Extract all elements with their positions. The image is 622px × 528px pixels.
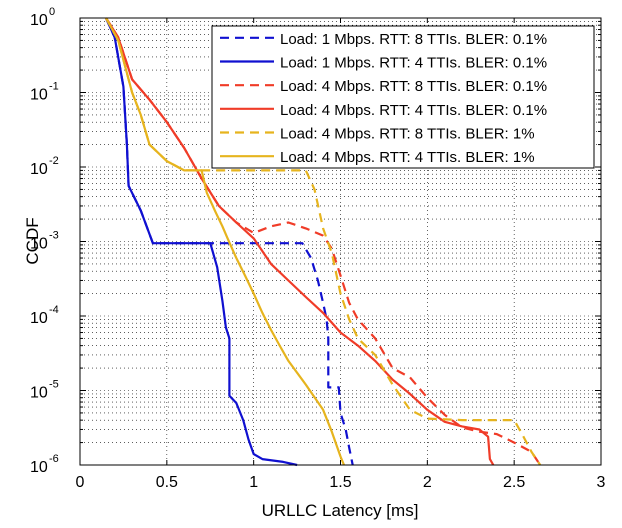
y-tick-label-exponent: 0 [49, 6, 55, 18]
y-tick-label: 10 -2 [30, 155, 59, 178]
legend-label: Load: 4 Mbps. RTT: 8 TTIs. BLER: 1% [280, 126, 535, 143]
y-tick-label-exponent: -6 [49, 453, 59, 465]
y-tick-label: 10 -6 [30, 453, 59, 476]
y-tick-label-exponent: -1 [49, 81, 59, 93]
x-tick-label: 2.5 [503, 474, 525, 491]
x-tick-label: 0 [76, 474, 85, 491]
y-tick-label-base: 10 [30, 161, 48, 178]
y-tick-label-base: 10 [30, 87, 48, 104]
y-tick-label-base: 10 [30, 310, 48, 327]
y-tick-label-exponent: -2 [49, 155, 59, 167]
x-tick-label: 3 [597, 474, 606, 491]
y-tick-label-exponent: -5 [49, 379, 59, 391]
legend-box [211, 25, 595, 169]
series-lines [104, 17, 542, 467]
y-tick-label: 10 -3 [30, 230, 59, 253]
y-tick-label: 10 0 [30, 6, 55, 29]
legend-label: Load: 4 Mbps. RTT: 4 TTIs. BLER: 1% [280, 149, 535, 166]
legend: Load: 1 Mbps. RTT: 8 TTIs. BLER: 0.1% Loa… [211, 25, 595, 169]
x-tick-labels: 0 0.5 1 1.5 2 2.5 3 [76, 474, 606, 491]
x-tick-label: 1.5 [329, 474, 351, 491]
y-axis-label: CCDF [23, 217, 42, 264]
series-line [105, 17, 346, 466]
legend-label: Load: 1 Mbps. RTT: 8 TTIs. BLER: 0.1% [280, 31, 547, 48]
series-line [105, 17, 542, 466]
x-tick-label: 1 [249, 474, 258, 491]
axis-ticks [79, 17, 602, 466]
series-line [105, 17, 495, 466]
legend-label: Load: 4 Mbps. RTT: 8 TTIs. BLER: 0.1% [280, 78, 547, 95]
y-tick-label-base: 10 [30, 236, 48, 253]
legend-label: Load: 1 Mbps. RTT: 4 TTIs. BLER: 0.1% [280, 55, 547, 72]
y-tick-label-exponent: -3 [49, 230, 59, 242]
y-tick-label-base: 10 [30, 12, 48, 29]
y-tick-label-base: 10 [30, 385, 48, 402]
legend-label: Load: 4 Mbps. RTT: 4 TTIs. BLER: 0.1% [280, 102, 547, 119]
y-tick-label-base: 10 [30, 459, 48, 476]
series-line [104, 17, 298, 467]
y-tick-label: 10 -1 [30, 81, 59, 104]
y-tick-label-exponent: -4 [49, 304, 59, 316]
x-tick-label: 2 [423, 474, 432, 491]
y-tick-label: 10 -5 [30, 379, 59, 402]
y-tick-label: 10 -4 [30, 304, 59, 327]
x-axis-label: URLLC Latency [ms] [262, 501, 419, 520]
x-tick-label: 0.5 [156, 474, 178, 491]
